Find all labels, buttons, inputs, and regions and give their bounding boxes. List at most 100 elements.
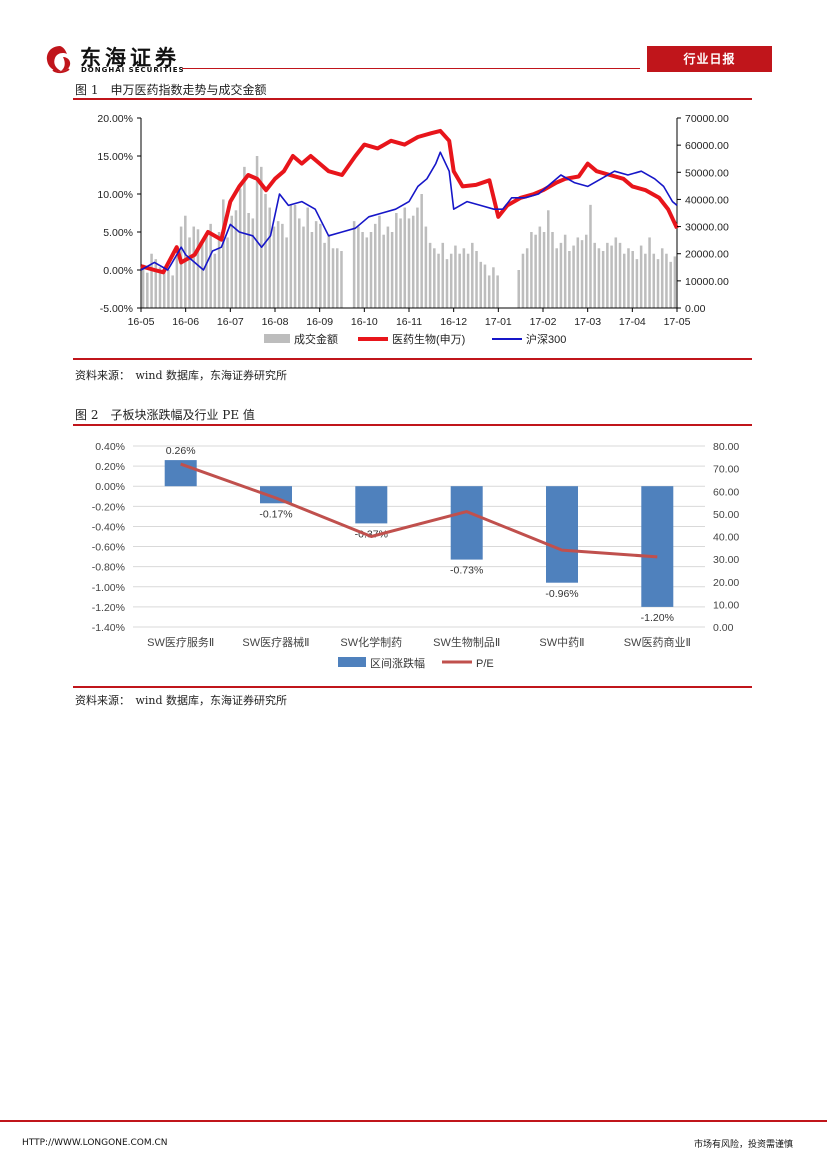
volume-bar: [352, 221, 356, 308]
legend-change-label: 区间涨跌幅: [370, 656, 425, 670]
volume-bar: [154, 259, 158, 308]
figure1-caption: 图 1 申万医药指数走势与成交金额: [75, 83, 267, 97]
volume-bar: [234, 210, 238, 308]
change-bar: [260, 486, 292, 504]
volume-bar: [302, 226, 305, 308]
volume-bar: [327, 234, 331, 308]
x-tick-label: 16-05: [128, 316, 155, 328]
volume-bar: [395, 213, 398, 308]
change-bars: [164, 460, 674, 607]
volume-bar: [255, 156, 259, 308]
volume-bar: [542, 232, 546, 308]
volume-bar: [445, 259, 449, 308]
change-bar-label: -0.37%: [355, 528, 388, 540]
left-tick-label: 0.40%: [95, 441, 125, 453]
right-tick-label: 10000.00: [685, 276, 729, 288]
volume-bar: [454, 245, 457, 308]
volume-bar: [369, 232, 373, 308]
footer-url: HTTP://WWW.LONGONE.COM.CN: [22, 1138, 168, 1148]
volume-bar: [669, 261, 672, 308]
volume-bar: [298, 218, 301, 308]
left-tick-label: 15.00%: [97, 151, 133, 163]
volume-bar: [141, 264, 145, 308]
volume-bar: [568, 251, 571, 308]
volume-bar: [618, 242, 622, 308]
sector-index-line: [140, 128, 679, 275]
change-bar: [450, 486, 483, 560]
x-tick-label: 16-06: [172, 316, 199, 328]
figure2-top-rule: [73, 424, 752, 426]
x-tick-label: 16-09: [306, 316, 333, 328]
left-tick-label: -1.40%: [92, 622, 125, 634]
left-tick-label: 5.00%: [103, 227, 133, 239]
right-tick-label: 40.00: [713, 532, 739, 544]
legend-volume-label: 成交金额: [294, 332, 338, 346]
figure2-caption: 图 2 子板块涨跌幅及行业 PE 值: [75, 408, 255, 422]
volume-bars: [141, 156, 677, 308]
change-bar-label: -1.20%: [641, 612, 674, 624]
change-bar-label: -0.17%: [259, 508, 292, 520]
category-label: SW医药商业Ⅱ: [624, 635, 691, 649]
chart2-gridlines: [133, 445, 705, 628]
x-tick-label: 17-01: [485, 316, 512, 328]
volume-bar: [196, 229, 200, 308]
report-type-label: 行业日报: [683, 52, 736, 66]
figure2-chart: 0.26% -0.17% -0.37% -0.73% -0.96% -1.20% 0.40…: [92, 441, 740, 670]
left-tick-label: -0.40%: [92, 521, 125, 533]
right-tick-label: 0.00: [685, 303, 706, 315]
volume-bar: [424, 226, 428, 308]
figure1-top-rule: [73, 98, 752, 100]
category-label: SW化学制药: [340, 635, 402, 649]
chart2-right-ticks: 80.00 70.00 60.00 50.00 40.00 30.00 20.00 10.00…: [713, 441, 739, 634]
volume-bar: [597, 248, 601, 308]
volume-bar: [226, 237, 229, 308]
volume-bar: [399, 218, 402, 308]
x-tick-label: 16-08: [262, 316, 289, 328]
volume-bar: [285, 237, 288, 308]
x-tick-label: 16-12: [440, 316, 467, 328]
volume-bar: [264, 194, 267, 308]
volume-bar: [665, 253, 668, 308]
company-name-cn: 东海证券: [80, 46, 180, 70]
volume-bar: [547, 210, 550, 308]
volume-bar: [293, 204, 297, 308]
change-bar-labels: 0.26% -0.17% -0.37% -0.73% -0.96% -1.20%: [166, 445, 674, 624]
volume-bar: [441, 242, 445, 308]
right-tick-label: 20000.00: [685, 249, 729, 261]
volume-bar: [614, 237, 618, 308]
chart2-left-ticks: 0.40% 0.20% 0.00% -0.20% -0.40% -0.60% -0.80% -…: [92, 441, 125, 634]
figure1-bottom-rule: [73, 358, 752, 360]
right-tick-label: 40000.00: [685, 194, 729, 206]
left-tick-label: -0.80%: [92, 562, 125, 574]
volume-bar: [433, 248, 436, 308]
x-tick-label: 16-07: [217, 316, 244, 328]
volume-bar: [627, 248, 630, 308]
x-tick-label: 16-10: [351, 316, 378, 328]
volume-bar: [428, 242, 432, 308]
volume-bar: [306, 207, 309, 308]
volume-bar: [656, 259, 660, 308]
volume-bar: [230, 215, 233, 308]
company-logo-icon: [46, 46, 71, 74]
volume-bar: [323, 242, 326, 308]
volume-bar: [289, 204, 293, 308]
right-tick-label: 70000.00: [685, 113, 729, 125]
volume-bar: [576, 237, 580, 308]
legend-volume-swatch: [264, 334, 290, 343]
volume-bar: [276, 221, 280, 308]
category-label: SW医疗服务Ⅱ: [147, 635, 214, 649]
chart2-category-labels: SW医疗服务Ⅱ SW医疗器械Ⅱ SW化学制药 SW生物制品Ⅱ SW中药Ⅱ SW医药商业Ⅱ: [147, 635, 691, 649]
left-tick-label: -1.20%: [92, 602, 125, 614]
volume-bar: [314, 221, 318, 308]
right-tick-label: 0.00: [713, 622, 734, 634]
volume-bar: [361, 232, 364, 308]
left-tick-label: -0.60%: [92, 542, 125, 554]
volume-bar: [213, 253, 217, 308]
volume-bar: [335, 248, 339, 308]
volume-bar: [272, 226, 276, 308]
footer-disclaimer: 市场有风险，投资需谨慎: [694, 1140, 794, 1150]
volume-bar: [382, 234, 385, 308]
volume-bar: [188, 237, 191, 308]
volume-bar: [416, 207, 419, 308]
volume-bar: [407, 218, 411, 308]
